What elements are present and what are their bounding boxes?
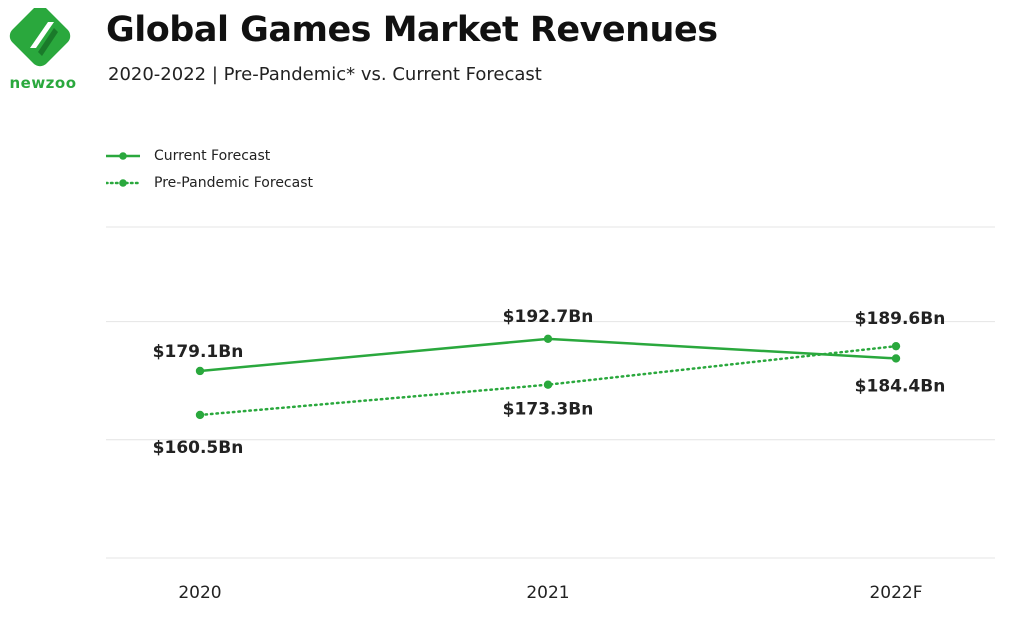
data-label: $173.3Bn: [503, 400, 594, 420]
data-label: $192.7Bn: [503, 307, 594, 327]
newzoo-logo-icon: [9, 8, 71, 67]
legend-swatch-dotted: [106, 178, 142, 187]
x-tick-label: 2022F: [869, 583, 922, 603]
chart-title: Global Games Market Revenues: [106, 10, 718, 50]
data-point: [891, 354, 901, 363]
series-line-current: [199, 337, 897, 373]
x-tick-label: 2020: [178, 583, 221, 603]
data-label: $189.6Bn: [855, 309, 946, 329]
x-tick-label: 2021: [526, 583, 569, 603]
chart-subtitle: 2020-2022 | Pre-Pandemic* vs. Current Fo…: [108, 64, 542, 85]
legend-item-prepandemic: Pre-Pandemic Forecast: [106, 169, 313, 196]
legend-item-current: Current Forecast: [106, 142, 313, 169]
legend: Current Forecast Pre-Pandemic Forecast: [106, 142, 313, 196]
data-point: [543, 334, 553, 344]
data-point: [195, 410, 205, 420]
data-label: $179.1Bn: [153, 342, 244, 362]
legend-label-current: Current Forecast: [154, 147, 271, 164]
data-label: $184.4Bn: [855, 376, 946, 396]
logo-text: newzoo: [9, 74, 77, 92]
data-label: $160.5Bn: [153, 438, 244, 458]
data-point: [195, 366, 205, 376]
newzoo-logo: newzoo: [8, 8, 78, 98]
data-point: [543, 380, 553, 389]
legend-label-prepandemic: Pre-Pandemic Forecast: [154, 174, 313, 191]
legend-swatch-solid: [106, 151, 140, 160]
series-line-prepandemic: [198, 344, 898, 417]
data-point: [891, 341, 901, 351]
